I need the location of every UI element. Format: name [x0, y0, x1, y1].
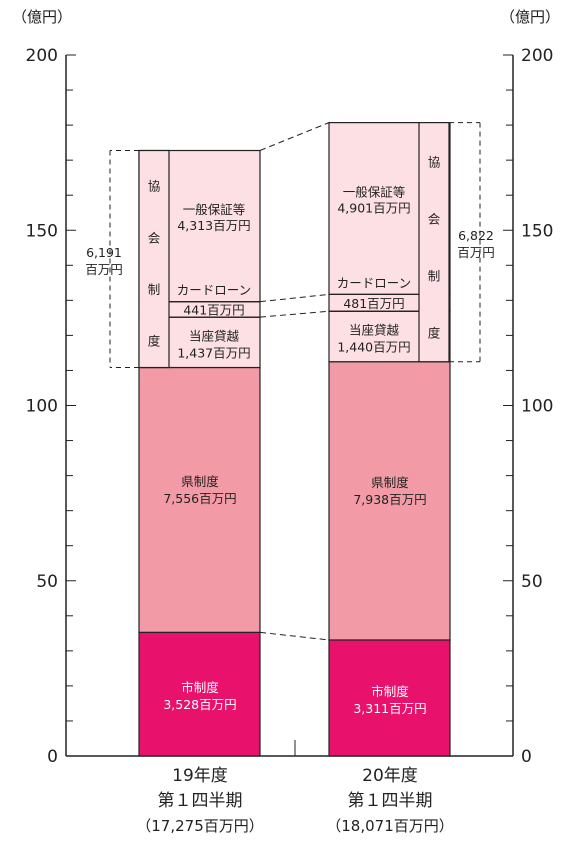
association-char: 制 [428, 268, 441, 283]
left-tick-label: 100 [26, 397, 58, 417]
right-tick-label: 50 [521, 572, 543, 592]
segment-label-general-value: 4,313百万円 [177, 218, 250, 233]
left-tick-label: 50 [36, 572, 58, 592]
segment-label-overdraft-name: 当座貸越 [189, 328, 240, 343]
right-tick-label: 200 [521, 46, 553, 66]
left-tick-label: 200 [26, 46, 58, 66]
association-char: 制 [148, 282, 161, 297]
association-total-value: 6,822 [458, 228, 494, 243]
association-strip-2 [418, 122, 450, 363]
bar-segment-1-県制度 [138, 366, 261, 633]
connector-line [259, 293, 330, 303]
association-total-unit: 百万円 [85, 262, 123, 277]
right-tick-label: 150 [521, 221, 553, 241]
category-2-line3: （18,071百万円） [326, 817, 454, 835]
segment-label-overdraft-value: 1,437百万円 [177, 345, 250, 360]
association-char: 協 [148, 179, 161, 194]
association-strip-1 [138, 149, 170, 369]
association-total-unit: 百万円 [457, 245, 495, 260]
segment-label-general-value: 4,901百万円 [337, 201, 410, 216]
segment-label-cardloan-name: カードローン [337, 275, 411, 290]
connector-line [259, 310, 330, 318]
segment-label-pref-value: 7,938百万円 [353, 492, 426, 507]
connector-line [259, 122, 330, 151]
left-unit-label: （億円） [12, 8, 72, 26]
left-tick-label: 0 [47, 747, 58, 767]
segment-label-pref-name: 県制度 [371, 475, 409, 490]
segment-label-overdraft-name: 当座貸越 [349, 322, 400, 337]
left-tick-label: 150 [26, 221, 58, 241]
association-char: 度 [428, 325, 441, 340]
segment-label-general-name: 一般保証等 [343, 185, 406, 200]
segment-label-city-value: 3,311百万円 [353, 701, 426, 716]
bar-segment-1-市制度 [138, 631, 261, 757]
segment-label-overdraft-value: 1,440百万円 [337, 339, 410, 354]
segment-label-pref-name: 県制度 [181, 474, 219, 489]
segment-label-general-name: 一般保証等 [183, 202, 246, 217]
right-tick-label: 100 [521, 397, 553, 417]
right-tick-label: 0 [521, 747, 532, 767]
bar-segment-2-県制度 [328, 361, 451, 641]
association-total-value: 6,191 [86, 245, 122, 260]
segment-label-cardloan-value: 441百万円 [183, 302, 244, 317]
segment-label-city-name: 市制度 [181, 680, 219, 695]
segment-label-city-name: 市制度 [371, 684, 409, 699]
segment-label-cardloan-name: カードローン [177, 283, 251, 298]
category-1-line1: 19年度 [172, 766, 228, 786]
segment-label-pref-value: 7,556百万円 [163, 491, 236, 506]
association-char: 会 [148, 230, 161, 245]
association-char: 会 [428, 211, 441, 226]
segment-label-city-value: 3,528百万円 [163, 697, 236, 712]
association-char: 協 [428, 154, 441, 169]
right-unit-label: （億円） [500, 8, 560, 26]
association-char: 度 [148, 334, 161, 349]
category-2-line1: 20年度 [362, 766, 418, 786]
segment-label-cardloan-value: 481百万円 [343, 296, 404, 311]
category-2-line2: 第１四半期 [348, 791, 433, 811]
connector-line [259, 631, 330, 641]
category-1-line2: 第１四半期 [158, 791, 243, 811]
category-1-line3: （17,275百万円） [136, 817, 264, 835]
